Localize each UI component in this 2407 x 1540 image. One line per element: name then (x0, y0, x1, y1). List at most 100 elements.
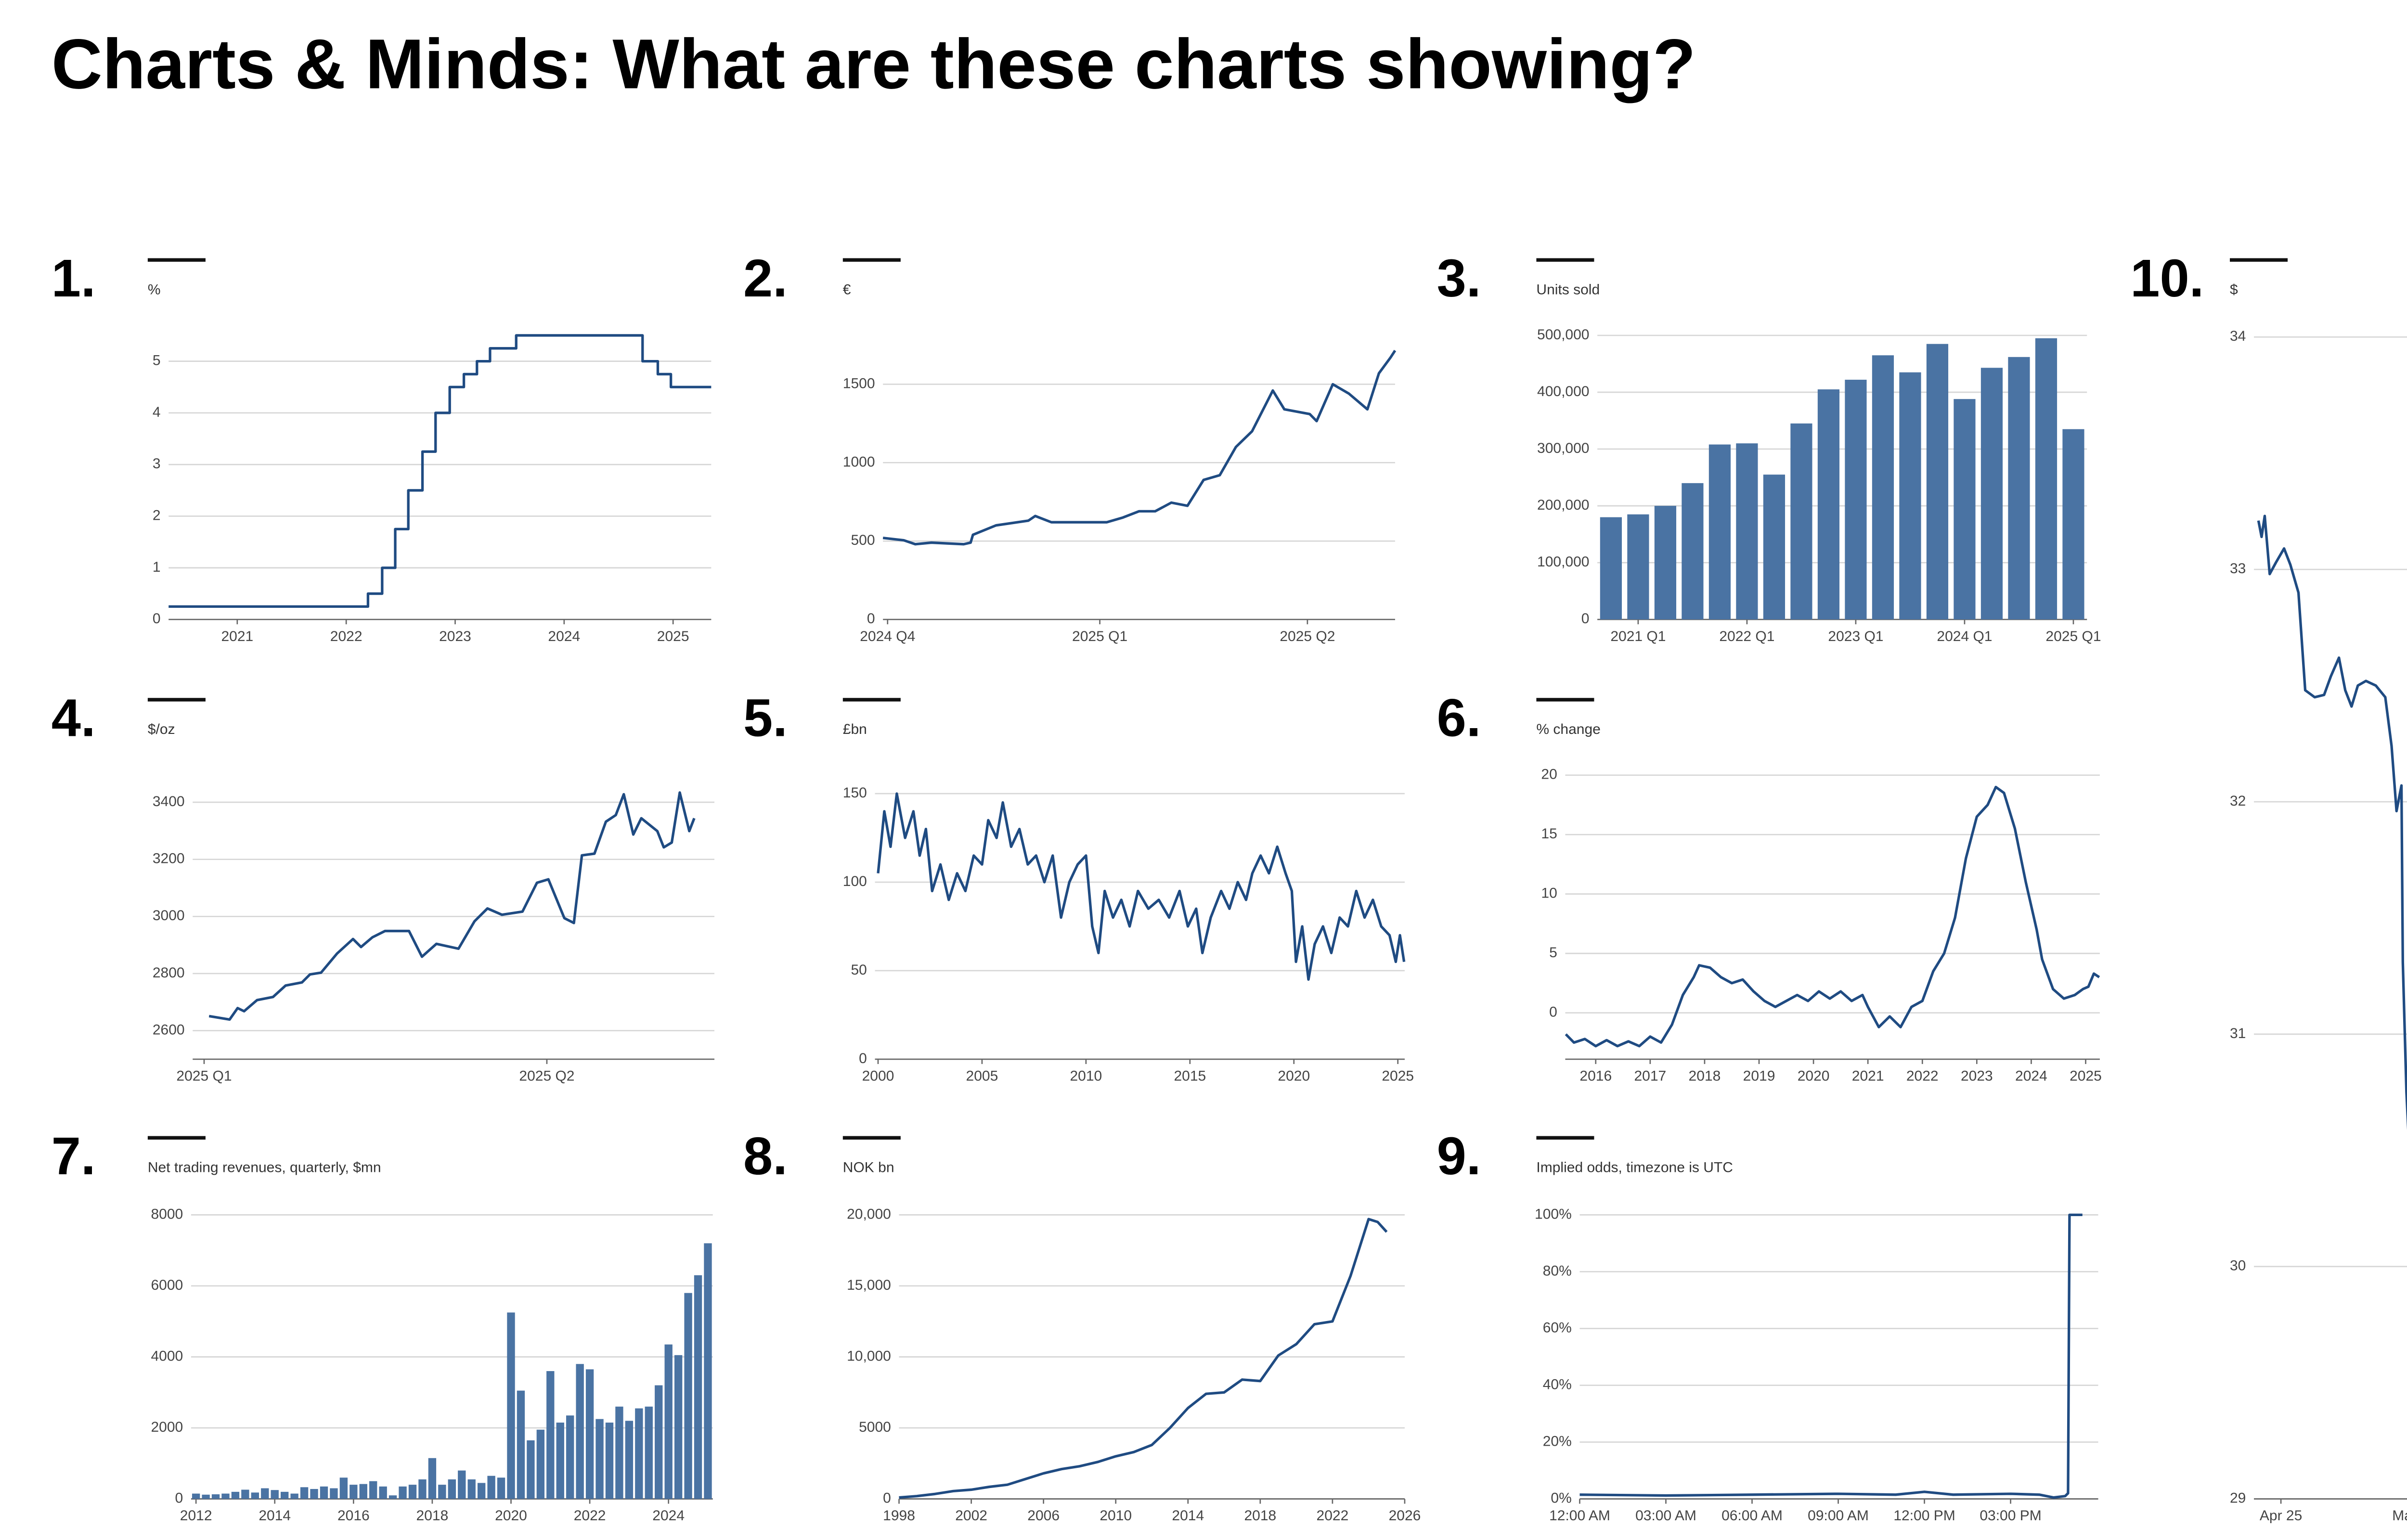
y-tick-label: 1 (153, 559, 161, 575)
bar (428, 1458, 437, 1499)
y-tick-label: 300,000 (1537, 440, 1589, 456)
y-tick-label: 32 (2230, 793, 2246, 809)
y-tick-label: 20% (1543, 1434, 1572, 1450)
bar (281, 1491, 289, 1499)
y-tick-label: 2000 (151, 1419, 183, 1435)
y-tick-label: 2 (153, 507, 161, 523)
bar (1980, 368, 2003, 620)
unit-label: Net trading revenues, quarterly, $mn (148, 1160, 381, 1176)
chart-number: 7. (52, 1127, 96, 1186)
x-tick-label: 2025 Q1 (1072, 629, 1127, 644)
bar (310, 1489, 318, 1499)
unit-label: % (148, 282, 161, 298)
x-tick-label: 2012 (180, 1508, 212, 1524)
bar (231, 1491, 240, 1499)
bar (655, 1385, 663, 1499)
data-line (882, 349, 1397, 546)
bar (1708, 444, 1731, 620)
chart-number: 6. (1437, 689, 1481, 748)
y-tick-label: 3200 (153, 851, 185, 867)
y-tick-label: 400,000 (1537, 384, 1589, 399)
y-tick-label: 4 (153, 404, 161, 420)
unit-label: $ (2230, 282, 2238, 298)
y-tick-label: 10 (1541, 886, 1557, 901)
x-tick-label: 2022 (1317, 1508, 1349, 1524)
y-tick-label: 15,000 (847, 1277, 891, 1293)
bar (261, 1488, 269, 1499)
y-tick-label: 80% (1543, 1263, 1572, 1279)
bar (339, 1477, 348, 1499)
y-tick-label: 500,000 (1537, 327, 1589, 343)
y-tick-label: 30 (2230, 1258, 2246, 1274)
y-tick-label: 150 (843, 785, 867, 801)
y-tick-label: 15 (1541, 826, 1557, 842)
bar (211, 1494, 220, 1499)
bar (1845, 380, 1867, 620)
y-tick-label: 29 (2230, 1490, 2246, 1506)
bar (221, 1493, 230, 1499)
page-title: Charts & Minds: What are these charts sh… (52, 25, 1696, 103)
x-tick-label: 2026 (1389, 1508, 1421, 1524)
bar (477, 1483, 486, 1499)
data-line (1579, 1213, 2083, 1499)
x-tick-label: 2025 Q2 (519, 1068, 574, 1084)
y-tick-label: 0 (1581, 611, 1590, 627)
y-tick-label: 100 (843, 873, 867, 889)
y-tick-label: 0 (859, 1051, 867, 1066)
x-tick-label: 2025 (657, 629, 689, 644)
x-tick-label: 2020 (1798, 1068, 1830, 1084)
y-tick-label: 0% (1551, 1490, 1571, 1506)
x-tick-label: 2015 (1174, 1068, 1206, 1084)
bar (300, 1487, 309, 1499)
data-line (899, 1218, 1388, 1499)
chart-number: 2. (743, 249, 788, 308)
y-tick-label: 20,000 (847, 1206, 891, 1222)
x-tick-label: 2024 (652, 1508, 685, 1524)
x-tick-label: 2023 Q1 (1828, 629, 1883, 644)
bar (1926, 344, 1949, 620)
bar (2035, 338, 2058, 620)
bar (251, 1492, 259, 1499)
bar (1654, 506, 1677, 620)
bar (448, 1479, 456, 1499)
bar (635, 1408, 643, 1499)
y-tick-label: 4000 (151, 1348, 183, 1364)
x-tick-label: 09:00 AM (1808, 1508, 1869, 1524)
bar (546, 1371, 555, 1499)
bar (585, 1369, 594, 1499)
x-tick-label: 12:00 AM (1549, 1508, 1610, 1524)
bar (330, 1488, 338, 1499)
bar (1872, 355, 1894, 620)
x-tick-label: 06:00 AM (1721, 1508, 1783, 1524)
y-tick-label: 3400 (153, 794, 185, 809)
x-tick-label: 2023 (1961, 1068, 1993, 1084)
data-line (208, 791, 696, 1021)
x-tick-label: 2024 Q1 (1937, 629, 1992, 644)
y-tick-label: 0 (867, 611, 875, 627)
x-tick-label: 2021 (1852, 1068, 1884, 1084)
bar (1627, 514, 1649, 620)
chart-number: 9. (1437, 1127, 1481, 1186)
x-tick-label: 2010 (1070, 1068, 1102, 1084)
y-tick-label: 3000 (153, 908, 185, 924)
bar (1682, 483, 1704, 620)
x-tick-label: 2024 Q4 (860, 629, 915, 644)
y-tick-label: 100,000 (1537, 554, 1589, 570)
y-tick-label: 20 (1541, 767, 1557, 783)
x-tick-label: 2006 (1027, 1508, 1060, 1524)
y-tick-label: 6000 (151, 1277, 183, 1293)
bar (399, 1486, 407, 1499)
bar (664, 1344, 673, 1499)
y-tick-label: 0 (1549, 1004, 1557, 1020)
y-tick-label: 1500 (843, 375, 875, 391)
y-tick-label: 0 (175, 1490, 183, 1506)
x-tick-label: May 25 (2392, 1508, 2407, 1524)
y-tick-label: 10,000 (847, 1348, 891, 1364)
bar (271, 1490, 279, 1499)
y-tick-label: 33 (2230, 561, 2246, 577)
y-tick-label: 500 (851, 532, 875, 548)
x-tick-label: 2002 (955, 1508, 987, 1524)
y-tick-label: 2600 (153, 1022, 185, 1038)
